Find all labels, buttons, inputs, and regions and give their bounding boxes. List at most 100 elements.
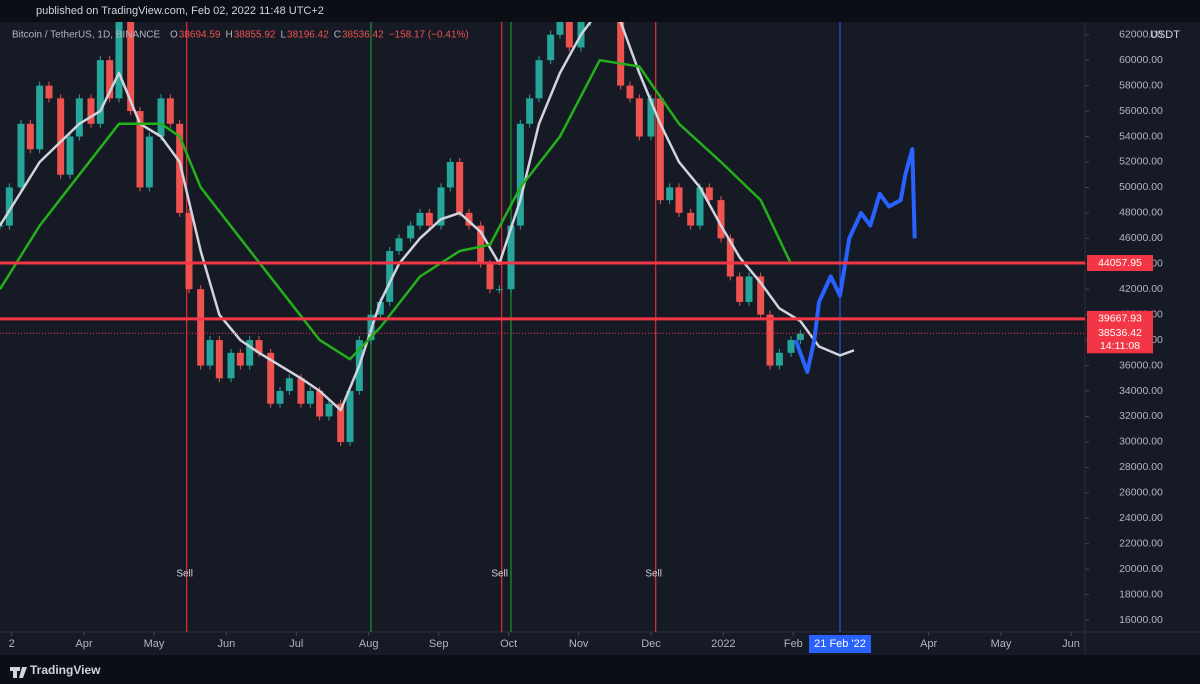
candle	[136, 111, 144, 188]
ohlc-letter: O	[170, 30, 178, 41]
signal-label: Sell	[176, 569, 193, 580]
y-tick-label: 24000.00	[1119, 512, 1163, 524]
y-tick-label: 16000.00	[1119, 614, 1163, 626]
candle	[717, 200, 725, 239]
ohlc-value: 38855.92	[234, 30, 276, 41]
y-tick-label: 52000.00	[1119, 156, 1163, 168]
plot	[0, 22, 917, 632]
moving-average	[0, 58, 793, 361]
candle	[157, 98, 165, 137]
candle	[17, 123, 25, 188]
last-price: 38536.42	[1098, 327, 1142, 339]
footer-bar	[0, 655, 1200, 684]
candle	[255, 340, 263, 353]
candle	[535, 60, 543, 99]
ohlc-letter: H	[226, 30, 233, 41]
x-tick-label: Jul	[289, 638, 303, 650]
candle	[127, 22, 135, 112]
y-tick-label: 54000.00	[1119, 130, 1163, 142]
candle	[395, 238, 403, 252]
candle	[66, 136, 74, 175]
candle	[376, 301, 384, 315]
candle	[346, 391, 354, 442]
ohlc-value: 38196.42	[287, 30, 329, 41]
candle	[675, 187, 683, 213]
level-label: 39667.93	[1098, 313, 1142, 325]
header-bar	[0, 0, 1200, 22]
y-tick-label: 42000.00	[1119, 283, 1163, 295]
candle	[276, 391, 284, 404]
candle	[316, 391, 324, 417]
candle	[516, 123, 524, 226]
y-tick-label: 18000.00	[1119, 588, 1163, 600]
candle	[507, 225, 515, 290]
candle	[176, 123, 184, 213]
candle	[556, 22, 564, 35]
candle	[57, 98, 65, 175]
candle	[5, 187, 13, 226]
candle	[696, 187, 704, 226]
y-tick-label: 46000.00	[1119, 232, 1163, 244]
y-tick-label: 50000.00	[1119, 181, 1163, 193]
x-tick-label: 2	[9, 638, 15, 650]
candle	[687, 212, 695, 226]
candle	[45, 85, 53, 99]
y-tick-label: 32000.00	[1119, 410, 1163, 422]
x-tick-label: Sep	[429, 638, 449, 650]
y-tick-label: 56000.00	[1119, 105, 1163, 117]
candle	[465, 212, 473, 226]
candle	[766, 314, 774, 366]
candle	[197, 289, 205, 366]
y-tick-label: 36000.00	[1119, 359, 1163, 371]
level-label-bg	[1087, 255, 1153, 272]
candle	[26, 123, 34, 150]
candle	[526, 98, 534, 124]
y-tick-label: 20000.00	[1119, 563, 1163, 575]
candle	[705, 187, 713, 201]
candle	[666, 187, 674, 201]
level-label-bg	[1087, 310, 1153, 327]
candle	[297, 378, 305, 404]
candle	[626, 85, 634, 99]
signal-label: Sell	[645, 569, 662, 580]
candle	[547, 34, 555, 61]
candle	[425, 212, 433, 226]
candle	[267, 352, 275, 404]
published: published on TradingView.com, Feb 02, 20…	[36, 5, 324, 17]
plot-bg	[0, 22, 1200, 655]
last-price-bg	[1087, 325, 1153, 354]
crosshair-label: 21 Feb '22	[814, 638, 866, 650]
candle	[386, 251, 394, 302]
y-tick-label: 28000.00	[1119, 461, 1163, 473]
symbol: Bitcoin / TetherUS, 1D, BINANCE	[12, 30, 161, 41]
x-tick-label: Apr	[920, 638, 937, 650]
x-tick-label: Dec	[641, 638, 661, 650]
candle	[486, 263, 494, 290]
candle	[36, 85, 44, 150]
candle	[166, 98, 174, 124]
y-tick-label: 30000.00	[1119, 436, 1163, 448]
candle	[745, 276, 753, 302]
x-tick-label: Oct	[500, 638, 517, 650]
ohlc-change: −158.17 (−0.41%)	[389, 30, 469, 41]
candle	[477, 225, 485, 264]
candle	[437, 187, 445, 226]
y-tick-label: 58000.00	[1119, 79, 1163, 91]
x-tick-label: Jun	[217, 638, 235, 650]
candle	[246, 340, 254, 366]
candle	[757, 276, 765, 315]
candle	[647, 98, 655, 137]
countdown: 14:11:08	[1100, 340, 1140, 352]
currency: USDT	[1150, 29, 1180, 41]
y-tick-label: 60000.00	[1119, 54, 1163, 66]
candle	[495, 289, 503, 291]
moving-average	[0, 22, 855, 412]
candle	[75, 98, 83, 137]
level-label: 44057.95	[1098, 257, 1142, 269]
candle	[236, 352, 244, 366]
x-tick-label: Feb	[784, 638, 803, 650]
candle	[0, 225, 4, 227]
ohlc-letter: C	[334, 30, 341, 41]
y-tick-label: 22000.00	[1119, 537, 1163, 549]
